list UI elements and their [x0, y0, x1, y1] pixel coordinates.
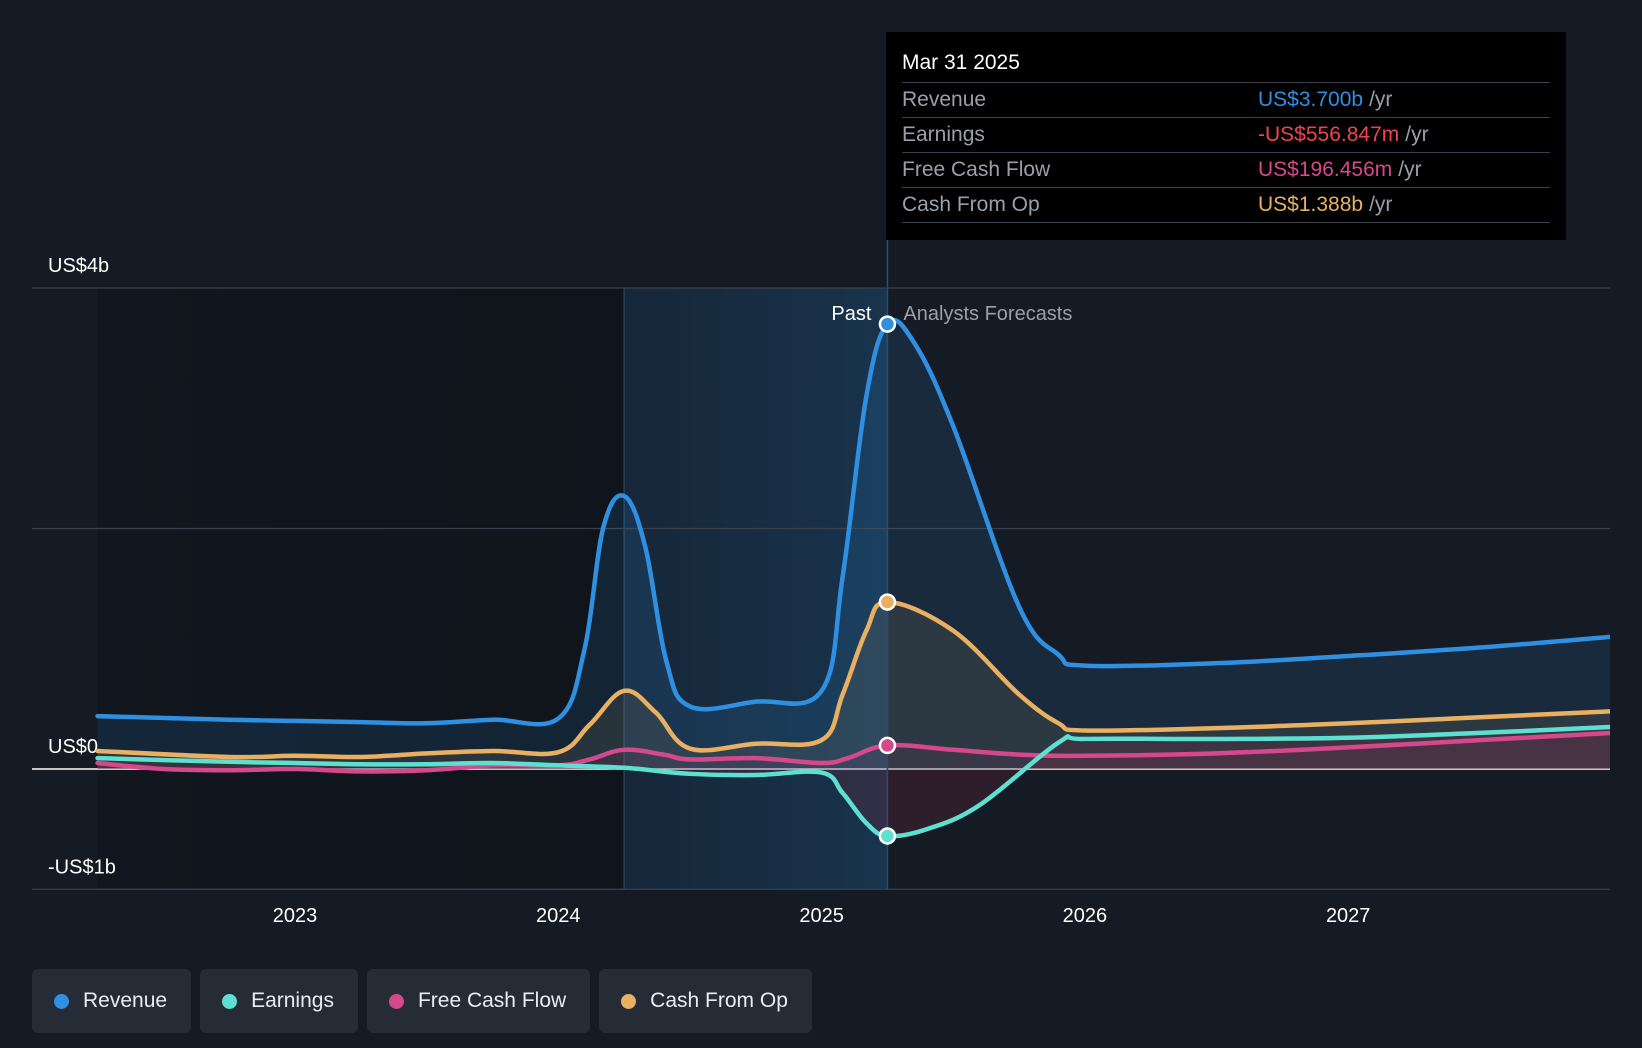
tooltip-label: Cash From Op: [902, 193, 1040, 216]
series-marker: [878, 315, 897, 333]
x-tick-label: 2023: [273, 905, 318, 927]
x-tick-label: 2027: [1326, 905, 1371, 927]
tooltip-row-revenue: Revenue US$3.700b /yr: [902, 83, 1550, 118]
tooltip-label: Free Cash Flow: [902, 158, 1051, 181]
data-tooltip: Mar 31 2025 Revenue US$3.700b /yr Earnin…: [886, 32, 1566, 240]
legend-item-cash-from-op[interactable]: Cash From Op: [599, 969, 812, 1033]
tooltip-row-free-cash-flow: Free Cash Flow US$196.456m /yr: [902, 153, 1550, 188]
tooltip-row-cash-from-op: Cash From Op US$1.388b /yr: [902, 188, 1550, 223]
legend-item-earnings[interactable]: Earnings: [200, 969, 358, 1033]
y-tick-label: US$4b: [48, 255, 109, 277]
tooltip-unit: /yr: [1405, 123, 1429, 146]
series-marker: [878, 593, 897, 611]
tooltip-value: US$1.388b: [1258, 193, 1364, 216]
legend-dot-icon: [621, 993, 637, 1009]
tooltip-unit: /yr: [1398, 158, 1422, 181]
series-line: [95, 724, 1610, 839]
legend-label: Revenue: [83, 989, 168, 1012]
legend-label: Cash From Op: [650, 989, 788, 1012]
x-tick-label: 2024: [536, 905, 581, 927]
tooltip-unit: /yr: [1369, 88, 1393, 111]
tooltip-row-earnings: Earnings -US$556.847m /yr: [902, 118, 1550, 153]
past-region: [97, 288, 625, 889]
legend-item-free-cash-flow[interactable]: Free Cash Flow: [366, 969, 591, 1033]
tooltip-value: -US$556.847m: [1258, 123, 1400, 146]
series-line: [95, 730, 1610, 774]
x-tick-label: 2026: [1063, 905, 1108, 927]
legend-label: Free Cash Flow: [417, 989, 567, 1012]
y-tick-label: -US$1b: [48, 856, 116, 878]
forecast-label: Analysts Forecasts: [903, 303, 1072, 325]
series-marker: [878, 736, 897, 755]
highlight-region: [624, 288, 888, 889]
tooltip-unit: /yr: [1369, 193, 1393, 216]
legend-item-revenue[interactable]: Revenue: [32, 969, 192, 1033]
legend-label: Earnings: [251, 989, 334, 1012]
past-label: Past: [831, 303, 871, 325]
series-area: [97, 320, 1610, 769]
chart-legend: Revenue Earnings Free Cash Flow Cash Fro…: [32, 969, 812, 1033]
series-line: [95, 599, 1610, 760]
series-area: [97, 602, 1610, 769]
legend-dot-icon: [54, 993, 69, 1009]
legend-dot-icon: [388, 993, 404, 1009]
tooltip-label: Earnings: [902, 123, 985, 146]
x-tick-label: 2025: [799, 905, 844, 927]
tooltip-date: Mar 31 2025: [902, 48, 1550, 83]
y-tick-label: US$0: [48, 736, 98, 758]
tooltip-value: US$196.456m: [1258, 158, 1393, 181]
tooltip-label: Revenue: [902, 88, 987, 111]
legend-dot-icon: [222, 993, 238, 1009]
tooltip-value: US$3.700b: [1258, 88, 1364, 111]
series-area: [97, 733, 1610, 772]
series-line: [95, 317, 1610, 727]
series-marker: [878, 827, 897, 845]
